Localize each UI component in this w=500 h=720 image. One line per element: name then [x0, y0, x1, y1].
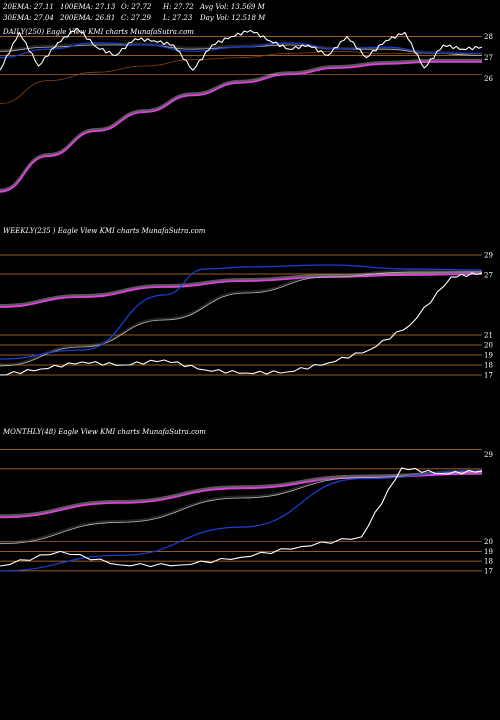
weekly-ema-long-line	[0, 273, 483, 308]
header-100ema: 100EMA: 27.13	[60, 3, 116, 11]
weekly-ytick-label: 18	[484, 362, 493, 370]
header-20ema: 20EMA: 27.11	[2, 3, 54, 11]
daily-panel-label: DAILY(250) Eagle View KMI charts MunafaS…	[2, 28, 194, 36]
weekly-ema-short-line	[0, 264, 483, 360]
weekly-ytick-label: 29	[484, 252, 493, 260]
weekly-ytick-label: 17	[484, 372, 493, 380]
header-close: C: 27.29	[121, 14, 152, 22]
daily-panel: DAILY(250) Eagle View KMI charts MunafaS…	[0, 27, 493, 193]
weekly-ema-grey-shadow-line	[0, 269, 482, 366]
header-low: L: 27.23	[162, 14, 193, 22]
monthly-ytick-label: 19	[484, 548, 493, 556]
weekly-price-line	[0, 272, 483, 376]
weekly-ytick-label: 27	[484, 272, 493, 280]
daily-ema-long-line	[0, 60, 482, 193]
weekly-ema-grey-line	[0, 271, 482, 367]
daily-ema-long-shadow-line	[0, 58, 482, 192]
daily-ema-brown-line	[0, 50, 483, 105]
monthly-ytick-label: 17	[484, 567, 493, 575]
header-day-vol: Day Vol: 12.518 M	[199, 14, 266, 22]
ema-header: 20EMA: 27.11 100EMA: 27.13 O: 27.72 H: 2…	[2, 3, 266, 22]
daily-ytick-label: 28	[484, 33, 493, 41]
header-200ema: 200EMA: 26.81	[59, 14, 115, 22]
monthly-panel: MONTHLY(48) Eagle View KMI charts Munafa…	[0, 428, 493, 575]
weekly-panel-label: WEEKLY(235 ) Eagle View KMI charts Munaf…	[3, 227, 206, 235]
monthly-price-line	[0, 467, 483, 568]
weekly-ema-long-shadow-line	[0, 271, 483, 307]
daily-price-line	[0, 27, 483, 71]
weekly-ytick-label: 20	[484, 342, 493, 350]
monthly-ytick-label: 29	[484, 451, 493, 459]
monthly-ema-grey-shadow-line	[0, 469, 483, 544]
header-30ema: 30EMA: 27.04	[3, 14, 54, 22]
monthly-panel-label: MONTHLY(48) Eagle View KMI charts Munafa…	[2, 428, 206, 436]
weekly-ytick-label: 21	[484, 332, 493, 340]
daily-ytick-label: 26	[484, 75, 493, 83]
monthly-ema-short-line	[0, 470, 483, 572]
weekly-panel: WEEKLY(235 ) Eagle View KMI charts Munaf…	[0, 227, 493, 380]
header-high: H: 27.72	[162, 3, 194, 11]
weekly-ytick-label: 19	[484, 352, 493, 360]
daily-ytick-label: 27	[484, 54, 493, 62]
header-open: O: 27.72	[121, 3, 152, 11]
monthly-ema-long-shadow-line	[0, 470, 483, 518]
monthly-ytick-label: 18	[484, 558, 493, 566]
daily-ema-short-line	[0, 42, 482, 59]
monthly-ytick-label: 20	[484, 538, 493, 546]
header-avg-vol: Avg Vol: 13.569 M	[199, 3, 266, 11]
